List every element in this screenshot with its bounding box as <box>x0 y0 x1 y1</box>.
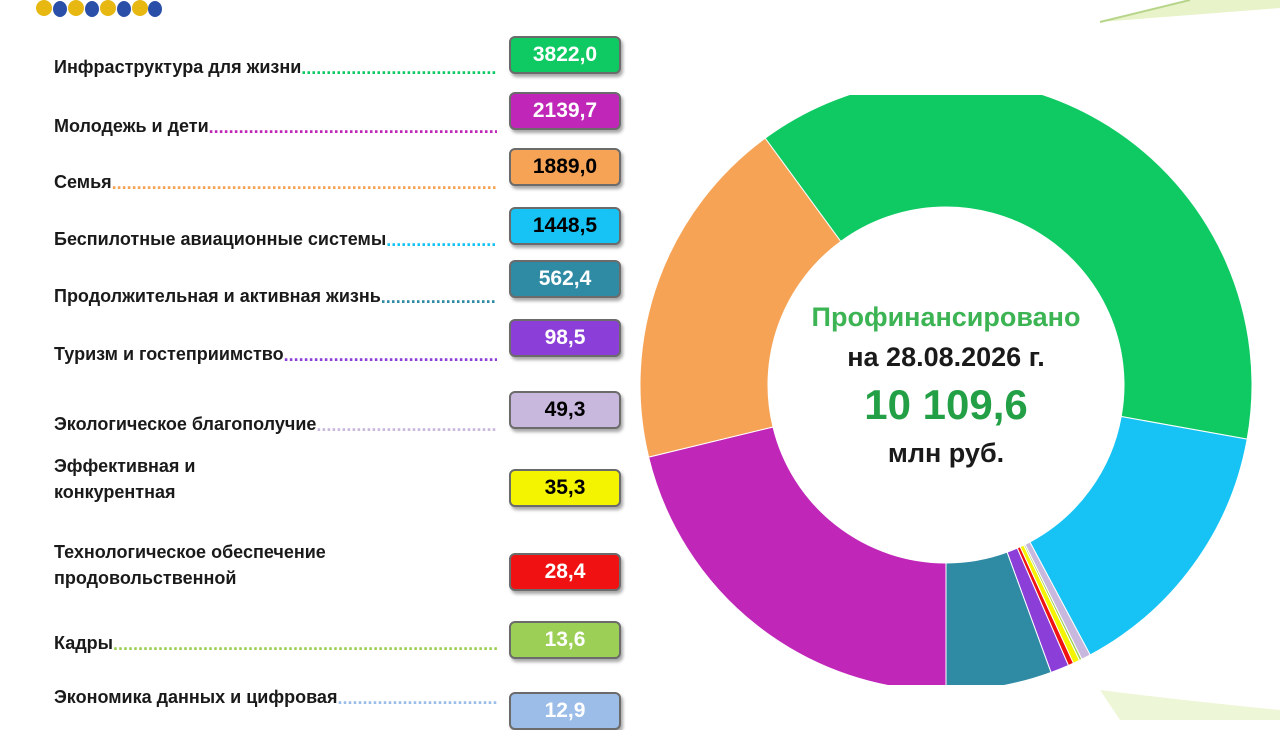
leader-dots: ........................................… <box>113 634 497 654</box>
leaf-decoration-icon <box>1100 690 1280 720</box>
legend-label: Продолжительная и активная жизнь........… <box>54 283 497 309</box>
center-total: 10 109,6 <box>864 381 1028 428</box>
legend-label-text: Семья <box>54 172 112 192</box>
legend-label: Экономика данных и цифровая.............… <box>54 684 497 710</box>
value-box: 12,9 <box>509 692 621 730</box>
legend-label-text: Кадры <box>54 633 114 653</box>
emblem-ornament-icon <box>36 0 162 17</box>
legend-label: Инфраструктура для жизни................… <box>54 54 497 80</box>
leader-dots: ........................................… <box>316 415 497 435</box>
legend-label-text: продовольственной безопасности <box>54 568 237 588</box>
value-box: 1448,5 <box>509 207 621 245</box>
legend-label-text: Инфраструктура для жизни <box>54 57 302 77</box>
leader-dots: ........................................… <box>386 230 497 250</box>
value-box: 98,5 <box>509 319 621 357</box>
leader-dots: ........................................… <box>111 173 497 193</box>
legend-label-text: Туризм и гостеприимство <box>54 344 284 364</box>
legend-label: Молодежь и дети.........................… <box>54 113 497 139</box>
center-date: на 28.08.2026 г. <box>847 342 1045 372</box>
value-box: 28,4 <box>509 553 621 591</box>
leader-dots: ........................................… <box>283 345 497 365</box>
donut-center-text: Профинансировано на 28.08.2026 г. 10 109… <box>766 297 1126 473</box>
legend-label-text: Экономика данных и цифровая <box>54 687 338 707</box>
legend-label: Кадры...................................… <box>54 630 497 656</box>
legend-label-text: Беспилотные авиационные системы <box>54 229 387 249</box>
value-box: 13,6 <box>509 621 621 659</box>
value-box: 49,3 <box>509 391 621 429</box>
donut-hole <box>768 207 1124 563</box>
legend-label: Туризм и гостеприимство.................… <box>54 341 497 367</box>
legend-label: Семья...................................… <box>54 169 497 195</box>
legend-label-text: Экологическое благополучие <box>54 414 317 434</box>
leader-dots: ........................................… <box>380 287 497 307</box>
legend-label: Технологическое обеспечение продовольстве… <box>54 539 497 591</box>
value-box: 1889,0 <box>509 148 621 186</box>
value-box: 2139,7 <box>509 92 621 130</box>
legend-label-text: Технологическое обеспечение <box>54 542 326 562</box>
center-title: Профинансировано <box>811 302 1081 332</box>
legend-label-text: Эффективная и <box>54 456 196 476</box>
legend-label-text: Продолжительная и активная жизнь <box>54 286 381 306</box>
value-box: 3822,0 <box>509 36 621 74</box>
legend-label: Экологическое благополучие..............… <box>54 411 497 437</box>
center-unit: млн руб. <box>887 438 1005 468</box>
leader-dots: ........................................… <box>301 58 497 78</box>
value-box: 35,3 <box>509 469 621 507</box>
leader-dots: ........................................… <box>208 117 497 137</box>
legend-label-text: конкурентная экономика <box>54 482 176 502</box>
legend-label: Беспилотные авиационные системы.........… <box>54 226 497 252</box>
donut-chart <box>639 95 1253 685</box>
leaf-decoration-icon <box>1099 0 1280 23</box>
value-box: 562,4 <box>509 260 621 298</box>
legend-label-text: Молодежь и дети <box>54 116 209 136</box>
leader-dots: ........................................… <box>337 688 497 708</box>
